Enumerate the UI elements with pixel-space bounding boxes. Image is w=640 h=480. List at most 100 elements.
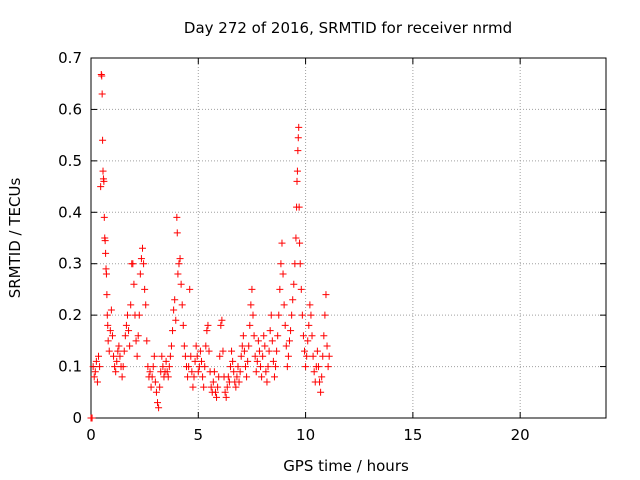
data-point <box>200 383 208 391</box>
data-point <box>294 147 302 155</box>
data-point <box>254 337 262 345</box>
data-point <box>90 373 98 381</box>
data-point <box>237 352 245 360</box>
data-point <box>134 332 142 340</box>
data-point <box>210 368 218 376</box>
data-point <box>263 378 271 386</box>
data-point <box>262 368 270 376</box>
data-point <box>173 229 181 237</box>
data-point <box>228 347 236 355</box>
data-point <box>91 368 99 376</box>
data-point <box>135 311 143 319</box>
data-point <box>308 332 316 340</box>
data-points <box>87 70 333 422</box>
data-point <box>277 260 285 268</box>
y-tick-label: 0.4 <box>58 203 82 221</box>
data-point <box>202 342 210 350</box>
plot-frame <box>90 57 607 419</box>
data-point <box>235 378 243 386</box>
grid <box>91 58 606 418</box>
data-point <box>101 237 109 245</box>
x-axis-label: GPS time / hours <box>283 457 409 475</box>
data-point <box>120 347 128 355</box>
data-point <box>257 363 265 371</box>
data-point <box>318 373 326 381</box>
data-point <box>119 363 127 371</box>
data-point <box>221 388 229 396</box>
data-point <box>295 123 303 131</box>
data-point <box>154 399 162 407</box>
data-point <box>125 327 133 335</box>
data-point <box>223 383 231 391</box>
data-point <box>238 342 246 350</box>
data-point <box>317 388 325 396</box>
x-tick-label: 10 <box>296 426 315 444</box>
data-point <box>88 414 96 422</box>
data-point <box>110 352 118 360</box>
data-point <box>269 357 277 365</box>
data-point <box>239 332 247 340</box>
data-point <box>285 337 293 345</box>
data-point <box>232 383 240 391</box>
data-point <box>216 352 224 360</box>
data-point <box>258 373 266 381</box>
data-point <box>171 296 179 304</box>
data-point <box>189 383 197 391</box>
data-point <box>250 332 258 340</box>
data-point <box>122 321 130 329</box>
data-point <box>123 311 131 319</box>
data-point <box>132 337 140 345</box>
data-point <box>92 357 100 365</box>
data-point <box>89 363 97 371</box>
data-point <box>172 316 180 324</box>
data-point <box>313 347 321 355</box>
data-point <box>253 357 261 365</box>
data-point <box>293 177 301 185</box>
data-point <box>133 352 141 360</box>
data-point <box>103 311 111 319</box>
data-point <box>245 342 253 350</box>
data-point <box>143 337 151 345</box>
y-axis-label: SRMTID / TECUs <box>6 178 24 299</box>
data-point <box>284 352 292 360</box>
data-point <box>233 373 241 381</box>
data-point <box>98 72 106 80</box>
data-point <box>112 368 120 376</box>
data-point <box>194 368 202 376</box>
data-point <box>188 368 196 376</box>
data-point <box>310 368 318 376</box>
data-point <box>169 327 177 335</box>
data-point <box>323 342 331 350</box>
data-point <box>211 388 219 396</box>
data-point <box>97 183 105 191</box>
data-point <box>130 280 138 288</box>
x-tick-label: 5 <box>194 426 204 444</box>
data-point <box>247 301 255 309</box>
data-point <box>174 270 182 278</box>
data-point <box>236 368 244 376</box>
data-point <box>95 352 103 360</box>
data-point <box>111 363 119 371</box>
data-point <box>98 90 106 98</box>
data-point <box>305 321 313 329</box>
data-point <box>129 260 137 268</box>
data-point <box>307 311 315 319</box>
data-point <box>240 347 248 355</box>
data-point <box>302 363 310 371</box>
data-point <box>273 347 281 355</box>
data-point <box>100 213 108 221</box>
data-point <box>118 373 126 381</box>
data-point <box>107 306 115 314</box>
data-point <box>264 363 272 371</box>
data-point <box>159 363 167 371</box>
data-point <box>265 347 273 355</box>
data-point <box>267 311 275 319</box>
data-point <box>180 342 188 350</box>
data-point <box>251 352 259 360</box>
data-point <box>301 347 309 355</box>
data-point <box>293 167 301 175</box>
y-tick-label: 0.1 <box>58 358 82 376</box>
data-point <box>275 311 283 319</box>
data-point <box>164 373 172 381</box>
